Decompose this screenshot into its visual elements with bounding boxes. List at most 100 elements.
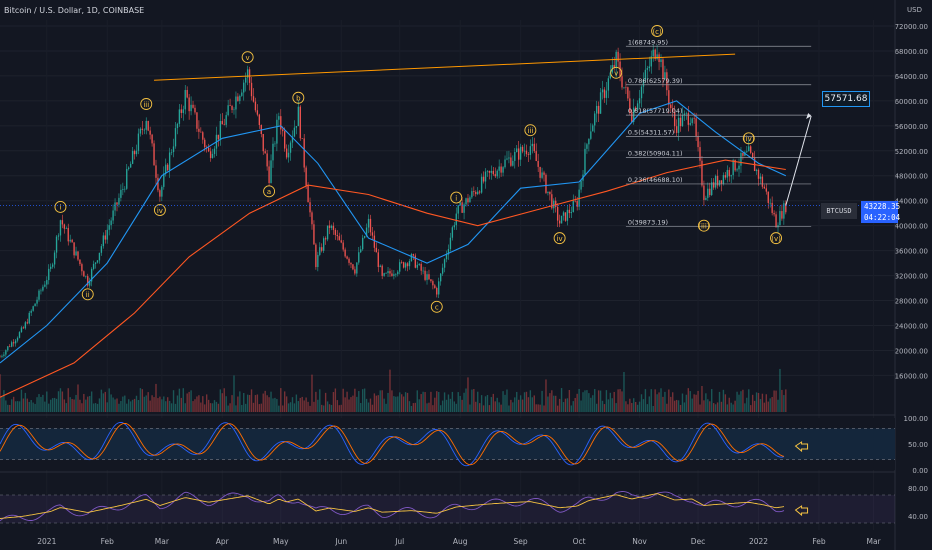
candle-body (135, 150, 138, 155)
candle-body (196, 112, 198, 129)
candle-body (562, 212, 565, 216)
volume-bar (342, 388, 344, 412)
candle-body (98, 252, 101, 261)
volume-bar (625, 401, 627, 412)
volume-bar (521, 399, 524, 412)
stoch-band (0, 428, 895, 460)
volume-bar (274, 397, 276, 412)
candle-body (465, 198, 467, 205)
volume-bar (36, 397, 38, 412)
volume-bar (182, 388, 184, 412)
candle-body (92, 263, 95, 269)
volume-bar (498, 402, 500, 412)
candle-body (157, 177, 159, 191)
volume-bar (63, 399, 66, 412)
fib-retracement: 1(68749.95) 0.786(62579.39) 0.618(57719.04… (625, 38, 812, 227)
wave-label: ii (86, 291, 90, 299)
candle-body (319, 247, 321, 255)
volume-bar (621, 391, 623, 412)
candle-body (182, 109, 184, 113)
volume-bar (174, 403, 177, 412)
volume-bar (303, 400, 305, 412)
y-tick-label: 64000.00 (895, 73, 928, 81)
volume-bar (11, 399, 13, 412)
volume-bar (523, 392, 526, 412)
candle-body (449, 237, 452, 250)
volume-bar (740, 391, 742, 412)
volume-bar (346, 391, 348, 412)
candle-body (455, 213, 457, 226)
volume-bar (707, 399, 709, 412)
volume-bar (383, 398, 385, 412)
volume-bar (736, 391, 738, 412)
candle-body (184, 90, 186, 110)
volume-bar (742, 389, 744, 412)
volume-bar (285, 396, 288, 412)
candle-body (30, 310, 32, 313)
volume-bar (603, 404, 606, 412)
candle-body (439, 273, 442, 282)
stoch-d-line (0, 422, 785, 466)
volume-bar (512, 402, 514, 412)
candle-body (282, 129, 284, 132)
volume-bar (562, 402, 565, 412)
volume-bar (543, 405, 545, 412)
candle-body (225, 115, 227, 125)
candle-body (328, 225, 331, 228)
volume-bar (235, 405, 237, 412)
candle-body (781, 211, 783, 219)
volume-bar (714, 404, 717, 412)
volume-bar (418, 399, 420, 412)
volume-bar (570, 405, 573, 412)
wave-label: (c) (652, 28, 662, 36)
volume-bar (92, 403, 95, 412)
volume-bar (229, 403, 231, 412)
volume-bar (239, 391, 241, 412)
candle-body (73, 242, 75, 256)
x-tick-label: Aug (453, 537, 468, 546)
ma-slow-line (0, 159, 786, 398)
volume-bar (305, 397, 307, 412)
candle-body (597, 105, 600, 114)
volume-bar (767, 401, 769, 412)
volume-bar (133, 398, 136, 412)
volume-bar (428, 402, 430, 412)
volume-bar (541, 390, 543, 412)
volume-bar (709, 401, 711, 412)
candle-body (541, 172, 543, 178)
candle-body (309, 202, 311, 213)
candle-body (326, 225, 329, 240)
volume-bar (151, 395, 153, 412)
candle-body (771, 202, 773, 213)
volume-bar (231, 395, 233, 412)
volume-bar (436, 391, 438, 412)
candle-body (118, 197, 120, 205)
volume-bar (272, 398, 274, 412)
candle-body (668, 90, 670, 105)
candle-body (672, 108, 674, 112)
volume-bar (334, 388, 337, 412)
candle-body (410, 254, 413, 262)
volume-bar (399, 392, 401, 412)
volume-bar (644, 389, 647, 412)
candle-body (338, 236, 340, 241)
volume-bar (184, 403, 186, 412)
volume-bar (243, 392, 245, 412)
wave-label: (iv) (743, 135, 755, 143)
candle-body (122, 189, 124, 190)
candle-body (640, 86, 643, 99)
volume-bar (751, 394, 754, 412)
volume-bar (488, 405, 491, 412)
candle-body (350, 262, 352, 265)
volume-bar (280, 388, 282, 412)
volume-bar (545, 379, 547, 412)
candle-body (381, 265, 383, 276)
volume-bar (410, 405, 413, 412)
volume-bar (213, 400, 216, 412)
candle-body (492, 170, 495, 175)
candle-body (627, 87, 629, 99)
candle-body (748, 146, 750, 152)
x-tick-label: Jun (334, 537, 347, 546)
volume-bar (658, 392, 660, 412)
